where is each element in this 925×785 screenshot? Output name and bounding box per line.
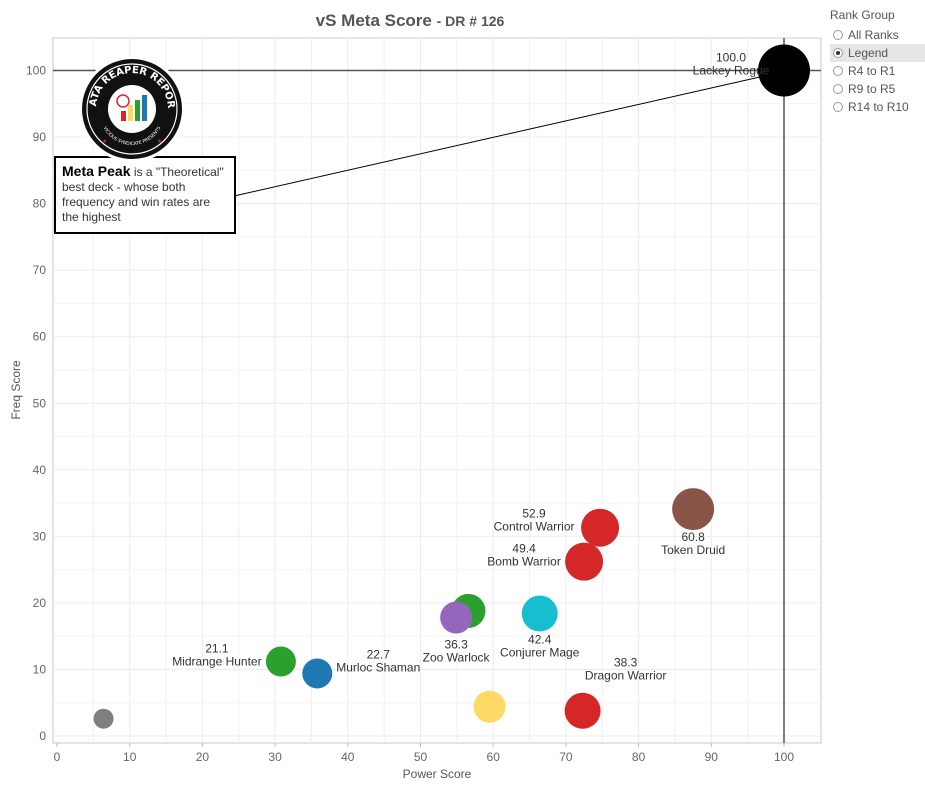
x-tick-label: 40	[341, 750, 355, 764]
radio-icon[interactable]	[833, 48, 843, 58]
x-tick-label: 70	[559, 750, 573, 764]
x-tick-label: 80	[632, 750, 646, 764]
radio-icon[interactable]	[833, 66, 843, 76]
y-tick-label: 60	[33, 330, 47, 344]
y-tick-label: 70	[33, 263, 47, 277]
rank-option-label: Legend	[848, 46, 889, 60]
point-name-label: Midrange Hunter	[172, 654, 261, 668]
y-tick-label: 40	[33, 463, 47, 477]
rank-group-filter: Rank Group All Ranks Legend R4 to R1 R9 to …	[830, 8, 925, 116]
point-score-label: 52.9	[522, 507, 546, 521]
svg-text:★: ★	[102, 138, 107, 145]
point-name-label: Zoo Warlock	[423, 651, 491, 665]
x-tick-label: 60	[487, 750, 501, 764]
rank-option-label: R14 to R10	[848, 100, 909, 114]
y-tick-label: 10	[33, 662, 47, 676]
point-score-label: 22.7	[367, 647, 391, 661]
y-tick-label: 50	[33, 396, 47, 410]
point-name-label: Lackey Rogue	[693, 64, 770, 78]
y-tick-label: 80	[33, 197, 47, 211]
annotation-connector	[233, 76, 763, 197]
point-murloc-shaman	[302, 658, 333, 689]
point-name-label: Control Warrior	[494, 520, 575, 534]
point-token-druid	[672, 488, 715, 531]
y-tick-label: 100	[26, 64, 46, 78]
x-axis-label: Power Score	[403, 767, 472, 781]
chart-subtitle: - DR # 126	[436, 13, 505, 29]
y-tick-label: 30	[33, 529, 47, 543]
plot-area	[52, 37, 822, 744]
point-bomb-warrior	[565, 542, 604, 581]
point-lackey-rogue	[758, 44, 810, 97]
meta-peak-annotation: Meta Peak is a "Theoretical" best deck -…	[54, 156, 236, 234]
point-score-label: 100.0	[716, 51, 746, 65]
x-tick-label: 100	[774, 750, 794, 764]
x-tick-label: 90	[705, 750, 719, 764]
y-axis-label: Freq Score	[9, 360, 23, 420]
rank-option-r14-to-r10[interactable]: R14 to R10	[830, 98, 925, 116]
rank-option-label: All Ranks	[848, 28, 899, 42]
point-name-label: Conjurer Mage	[500, 646, 580, 660]
radio-icon[interactable]	[833, 102, 843, 112]
annotation-bold-text: Meta Peak	[62, 163, 131, 179]
chart-title-main: vS Meta Score	[315, 11, 432, 30]
point-name-label: Murloc Shaman	[336, 660, 420, 674]
x-tick-label: 50	[414, 750, 428, 764]
annotation-text: is a "Theoretical" best deck - whose bot…	[62, 165, 224, 224]
point-score-label: 49.4	[512, 542, 536, 556]
x-tick-label: 10	[123, 750, 137, 764]
point-control-warrior	[581, 508, 620, 547]
point-dragon-warrior	[564, 692, 601, 729]
point-zoo-warlock	[440, 601, 473, 634]
y-tick-label: 0	[39, 729, 46, 743]
rank-option-all-ranks[interactable]: All Ranks	[830, 26, 925, 44]
radio-icon[interactable]	[833, 30, 843, 40]
point-name-label: Token Druid	[661, 543, 725, 557]
point-unlabeled	[93, 708, 114, 729]
data-reaper-logo: DATA REAPER REPORT VICIOUS SYNDICATE PRE…	[78, 55, 185, 162]
rank-option-label: R4 to R1	[848, 64, 896, 78]
point-score-label: 21.1	[205, 641, 229, 655]
point-unlabeled	[473, 690, 506, 723]
rank-option-label: R9 to R5	[848, 82, 896, 96]
rank-option-r4-to-r1[interactable]: R4 to R1	[830, 62, 925, 80]
rank-option-r9-to-r5[interactable]: R9 to R5	[830, 80, 925, 98]
point-score-label: 42.4	[528, 633, 552, 647]
rank-group-title: Rank Group	[830, 8, 895, 22]
svg-text:★: ★	[157, 138, 162, 145]
x-tick-label: 30	[268, 750, 282, 764]
chart-title: vS Meta Score - DR # 126	[0, 11, 820, 31]
x-tick-label: 0	[54, 750, 61, 764]
point-name-label: Dragon Warrior	[585, 669, 667, 683]
point-conjurer-mage	[521, 595, 558, 632]
point-score-label: 36.3	[444, 638, 468, 652]
y-tick-label: 20	[33, 596, 47, 610]
point-name-label: Bomb Warrior	[487, 555, 561, 569]
point-score-label: 60.8	[681, 530, 705, 544]
radio-icon[interactable]	[833, 84, 843, 94]
x-tick-label: 20	[196, 750, 210, 764]
rank-option-legend[interactable]: Legend	[830, 44, 925, 62]
point-score-label: 38.3	[614, 656, 638, 670]
point-midrange-hunter	[265, 646, 296, 677]
y-tick-label: 90	[33, 130, 47, 144]
